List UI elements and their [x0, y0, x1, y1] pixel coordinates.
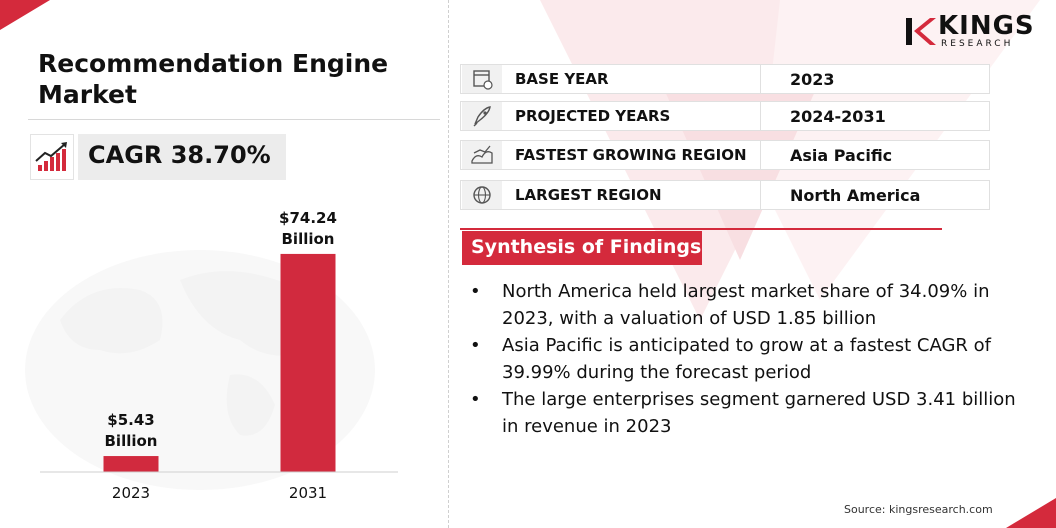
- info-separator: [760, 141, 761, 169]
- list-item: • The large enterprises segment garnered …: [470, 386, 1030, 440]
- info-separator: [760, 65, 761, 93]
- info-separator: [760, 181, 761, 209]
- findings-list: • North America held largest market share…: [470, 278, 1030, 440]
- finding-text: Asia Pacific is anticipated to grow at a…: [502, 335, 991, 383]
- bullet-icon: •: [470, 335, 481, 356]
- info-value-fastest-growing-region: Asia Pacific: [790, 146, 893, 165]
- info-row-base-year: [460, 64, 990, 94]
- globe-icon: [462, 181, 502, 209]
- calendar-icon: [462, 65, 502, 93]
- info-value-largest-region: North America: [790, 186, 921, 205]
- data-label-unit: Billion: [282, 230, 335, 248]
- info-value-base-year: 2023: [790, 70, 835, 89]
- info-label-fastest-growing-region: FASTEST GROWING REGION: [515, 146, 747, 164]
- logo-subtitle: RESEARCH: [941, 39, 1014, 49]
- growth-map-icon: [462, 141, 502, 169]
- x-tick-label: 2031: [289, 484, 327, 502]
- growth-chart-icon: [30, 134, 74, 180]
- page-title: Recommendation Engine Market: [38, 49, 389, 109]
- bullet-icon: •: [470, 281, 481, 302]
- info-row-fastest-growing-region: [460, 140, 990, 170]
- cagr-box: [78, 134, 286, 180]
- info-label-largest-region: LARGEST REGION: [515, 186, 662, 204]
- finding-text: North America held largest market share …: [502, 281, 990, 329]
- corner-decoration-bottom-right: [1006, 498, 1056, 528]
- info-label-base-year: BASE YEAR: [515, 70, 609, 88]
- corner-decoration-top-left: [0, 0, 50, 30]
- rocket-icon: [462, 102, 502, 130]
- source-note: Source: kingsresearch.com: [844, 503, 993, 516]
- info-label-projected-years: PROJECTED YEARS: [515, 107, 671, 125]
- bullet-icon: •: [470, 389, 481, 410]
- x-tick-label: 2023: [112, 484, 150, 502]
- panel-divider: [448, 0, 449, 528]
- bar-2023: [103, 456, 159, 472]
- synthesis-rule: [460, 228, 942, 230]
- title-divider: [28, 119, 440, 120]
- data-label-value: $5.43: [107, 411, 154, 429]
- list-item: • Asia Pacific is anticipated to grow at …: [470, 332, 1030, 386]
- info-row-projected-years: [460, 101, 990, 131]
- bar-chart: $5.43 Billion 2023 $74.24 Billion 2031: [25, 209, 398, 502]
- data-label-value: $74.24: [279, 209, 337, 227]
- logo-wordmark: KINGS: [938, 11, 1035, 41]
- kings-research-logo: [904, 15, 936, 51]
- info-separator: [760, 102, 761, 130]
- synthesis-heading: Synthesis of Findings: [471, 236, 702, 258]
- list-item: • North America held largest market share…: [470, 278, 1030, 332]
- synthesis-heading-box: [462, 231, 702, 265]
- info-row-largest-region: [460, 180, 990, 210]
- cagr-value: CAGR 38.70%: [88, 141, 271, 169]
- finding-text: The large enterprises segment garnered U…: [502, 389, 1016, 437]
- data-label-unit: Billion: [105, 432, 158, 450]
- bar-2031: [280, 253, 336, 472]
- info-value-projected-years: 2024-2031: [790, 107, 886, 126]
